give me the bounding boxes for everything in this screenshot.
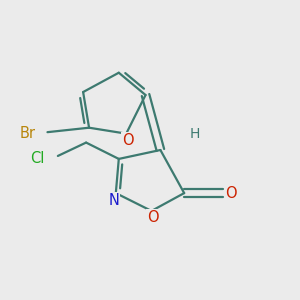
Text: Br: Br	[20, 126, 36, 141]
Text: N: N	[109, 193, 120, 208]
Text: H: H	[189, 127, 200, 141]
Text: O: O	[225, 186, 237, 201]
Text: O: O	[147, 210, 159, 225]
Text: O: O	[122, 133, 134, 148]
Text: Cl: Cl	[30, 152, 44, 166]
